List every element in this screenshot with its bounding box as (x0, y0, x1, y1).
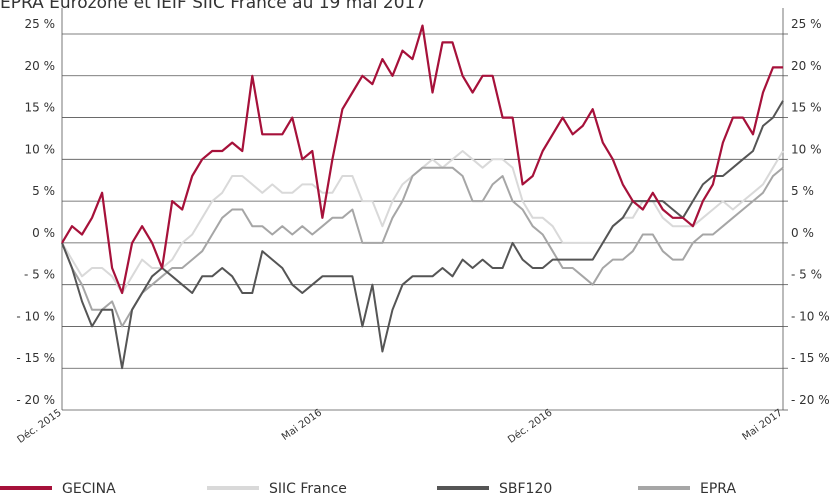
y2-tick-label: 10 % (791, 142, 822, 156)
y-tick-label: - 10 % (16, 309, 55, 323)
y-tick-label: - 15 % (16, 351, 55, 365)
series-line (61, 100, 784, 370)
y2-tick-label: 25 % (791, 17, 822, 31)
y-tick-label: - 20 % (16, 393, 55, 407)
y-tick-label: 20 % (25, 59, 56, 73)
y2-tick-label: - 15 % (791, 351, 830, 365)
legend-label: EPRA (700, 481, 736, 496)
series-line (61, 24, 783, 295)
y2-tick-label: 15 % (791, 101, 822, 115)
x-tick-label: Déc. 2016 (506, 407, 555, 446)
y-tick-label: 10 % (25, 142, 56, 156)
x-tick-label: Déc. 2015 (15, 407, 64, 446)
legend-label: GECINA (62, 481, 116, 496)
y-tick-label: 15 % (25, 101, 56, 115)
series-line (61, 166, 784, 328)
x-tick-label: Mai 2016 (280, 407, 324, 442)
legend-label: SIIC France (269, 481, 347, 496)
y2-tick-label: 0 % (791, 226, 814, 240)
y-tick-label: 0 % (32, 226, 55, 240)
x-tick-label: Mai 2017 (741, 407, 785, 442)
y-tick-label: 25 % (25, 17, 56, 31)
y-tick-label: - 5 % (24, 268, 55, 282)
legend-label: SBF120 (499, 481, 552, 496)
y2-tick-label: - 20 % (791, 393, 830, 407)
y2-tick-label: 5 % (791, 184, 814, 198)
y-tick-label: 5 % (32, 184, 55, 198)
chart-title: EPRA Eurozone et IEIF SIIC France au 19 … (0, 0, 426, 13)
y2-tick-label: 20 % (791, 59, 822, 73)
y2-tick-label: - 5 % (791, 268, 822, 282)
y2-tick-label: - 10 % (791, 309, 830, 323)
